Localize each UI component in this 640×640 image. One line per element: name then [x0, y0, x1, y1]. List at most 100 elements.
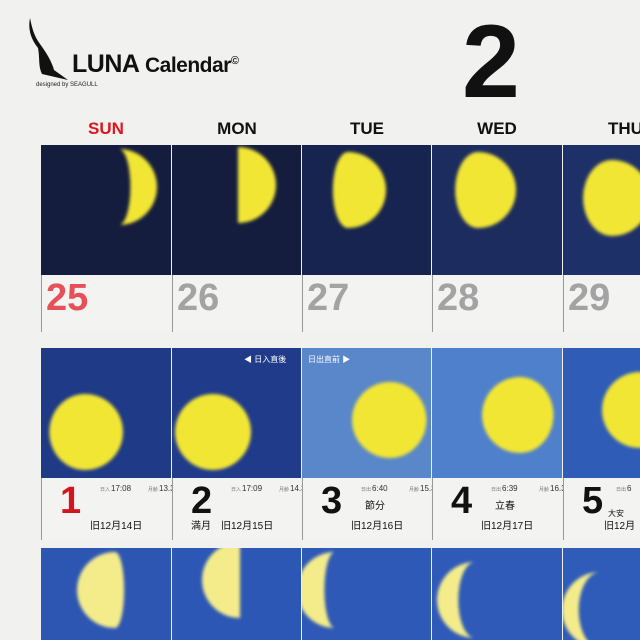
- moon-phase: [238, 147, 276, 223]
- moon-icon: [119, 149, 157, 225]
- date-box: 25: [41, 275, 171, 332]
- day-cell: 2 日入17:09 月齢14.3 満月 旧12月15日: [172, 348, 306, 540]
- day-cell: [41, 548, 171, 640]
- sun-time: 日出6: [616, 484, 632, 493]
- moon-icon: [175, 394, 251, 470]
- day-cell: 27: [302, 145, 431, 332]
- day-number: 2: [191, 480, 213, 522]
- date-box: 28: [432, 275, 562, 332]
- moon-image: [172, 348, 301, 478]
- lunar-date: 旧12月17日: [481, 521, 534, 532]
- day-cell: 26: [172, 145, 301, 332]
- day-cell: [432, 548, 562, 640]
- moon-image: [302, 548, 431, 640]
- day-number: 29: [568, 277, 611, 319]
- lunar-date: 旧12月16日: [351, 521, 404, 532]
- moon-phase: [563, 572, 600, 640]
- after-sunset-note: ◀ 日入直後: [244, 355, 287, 364]
- lunar-date: 旧12月14日: [90, 521, 143, 532]
- moon-icon: [302, 552, 335, 628]
- moon-age: 月齢16.3: [539, 484, 566, 493]
- designed-by: designed by SEAGULL: [36, 82, 98, 88]
- solar-term: 節分: [365, 501, 385, 512]
- weekday-mon: MON: [217, 119, 257, 138]
- moon-icon: [238, 147, 276, 223]
- day-cell: 4 日出6:39 月齢16.3 立春旧12月17日: [432, 348, 566, 540]
- moon-image: [41, 348, 171, 478]
- moon-image: [41, 145, 171, 275]
- moon-image: [563, 348, 640, 478]
- brand-title: LUNA Calendar©: [72, 50, 239, 78]
- day-cell: 29: [563, 145, 640, 332]
- moon-age: 月齢13.3: [148, 484, 175, 493]
- date-box: 1 日入17:08 月齢13.3 旧12月14日: [41, 478, 175, 540]
- moon-phase: [352, 382, 427, 458]
- sun-time: 日出6:40: [361, 484, 388, 493]
- moon-phase: [202, 548, 240, 618]
- day-cell: [172, 548, 301, 640]
- day-number: 4: [451, 480, 473, 522]
- moon-icon: [602, 372, 640, 448]
- day-number: 3: [321, 480, 343, 522]
- moon-phase: [482, 377, 554, 453]
- day-cell: [302, 548, 431, 640]
- date-box: 26: [172, 275, 301, 332]
- moon-icon: [563, 572, 600, 640]
- month-number: 2: [462, 4, 520, 120]
- moon-phase: [49, 394, 123, 470]
- weekday-thu: THU: [608, 119, 640, 138]
- moon-image: [302, 348, 431, 478]
- day-number: 26: [177, 277, 220, 319]
- before-sunrise-note: 日出直前 ▶: [308, 355, 351, 364]
- sun-time: 日出6:39: [491, 484, 518, 493]
- moon-event: 満月: [191, 521, 211, 532]
- weekday-wed: WED: [477, 119, 517, 138]
- moon-icon: [352, 382, 427, 458]
- date-box: 3 日出6:40 月齢15.3 節分旧12月16日: [302, 478, 436, 540]
- date-box: 5 日出6 大安旧12月: [563, 478, 640, 540]
- seagull-logo-icon: [29, 18, 68, 80]
- moon-phase: [119, 149, 157, 225]
- day-cell: [563, 548, 640, 640]
- solar-term: 立春: [495, 501, 515, 512]
- moon-phase: [175, 394, 251, 470]
- moon-image: [432, 348, 562, 478]
- moon-icon: [77, 552, 125, 628]
- weekday-sun: SUN: [88, 119, 124, 138]
- moon-phase: [332, 152, 386, 228]
- day-cell: 25: [41, 145, 171, 332]
- moon-age: 月齢14.3: [279, 484, 306, 493]
- weekday-tue: TUE: [350, 119, 384, 138]
- date-box: 27: [302, 275, 431, 332]
- day-cell: 5 日出6 大安旧12月: [563, 348, 640, 540]
- moon-image: [563, 145, 640, 275]
- day-number: 1: [60, 480, 82, 522]
- moon-phase: [302, 552, 335, 628]
- moon-icon: [332, 152, 386, 228]
- moon-icon: [437, 562, 475, 638]
- day-number: 27: [307, 277, 350, 319]
- moon-icon: [583, 160, 640, 236]
- date-box: 4 日出6:39 月齢16.3 立春旧12月17日: [432, 478, 566, 540]
- moon-phase: [602, 372, 640, 448]
- moon-age: 月齢15.3: [409, 484, 436, 493]
- lunar-date: 旧12月: [604, 521, 636, 532]
- moon-icon: [482, 377, 554, 453]
- moon-phase: [77, 552, 125, 628]
- date-box: 29: [563, 275, 640, 332]
- lunar-date: 旧12月15日: [221, 521, 274, 532]
- moon-image: [172, 145, 301, 275]
- rokuyo: 大安: [608, 509, 624, 518]
- moon-icon: [202, 548, 240, 618]
- moon-phase: [455, 152, 516, 228]
- moon-phase: [437, 562, 475, 638]
- date-box: 2 日入17:09 月齢14.3 満月 旧12月15日: [172, 478, 306, 540]
- moon-image: [172, 548, 301, 640]
- sun-time: 日入17:09: [231, 484, 263, 493]
- moon-icon: [49, 394, 123, 470]
- sun-time: 日入17:08: [100, 484, 132, 493]
- day-cell: 28: [432, 145, 562, 332]
- moon-image: [41, 548, 171, 640]
- day-cell: 1 日入17:08 月齢13.3 旧12月14日: [41, 348, 175, 540]
- day-number: 5: [582, 480, 604, 522]
